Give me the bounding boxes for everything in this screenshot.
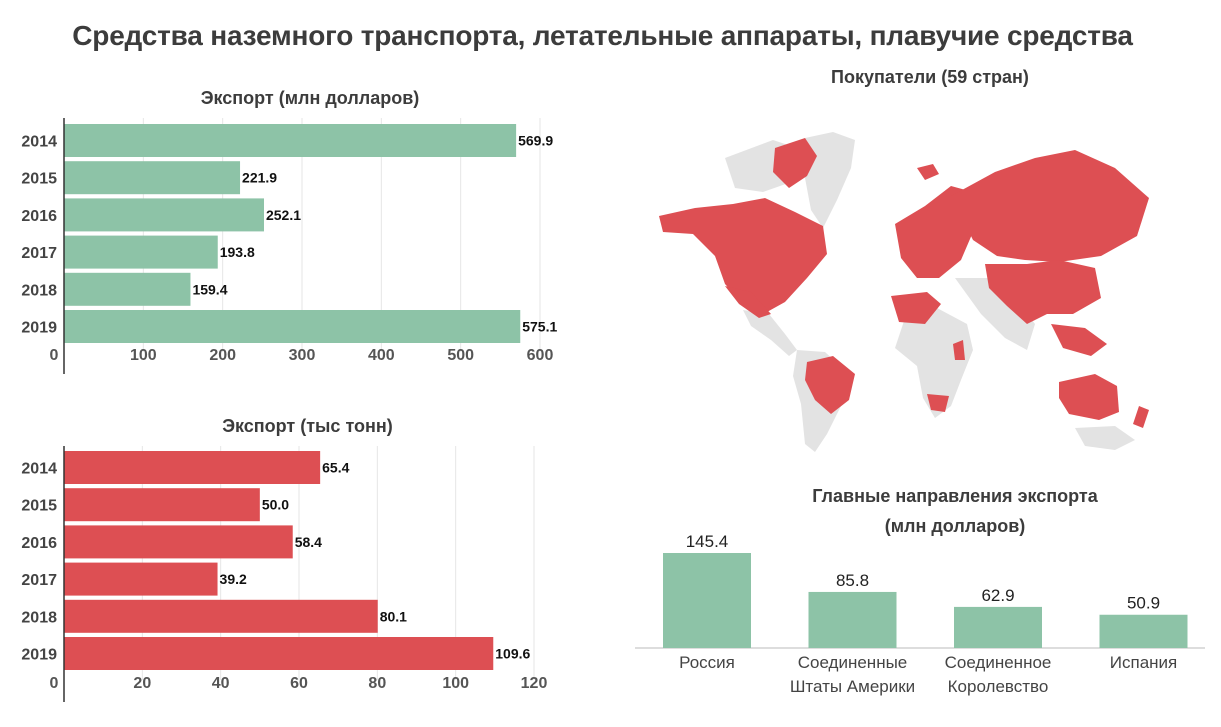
- usd-bar: [64, 310, 521, 343]
- dest-category-label: Королевство: [948, 677, 1049, 696]
- central-america-shape: [743, 310, 797, 356]
- world-map: [655, 128, 1155, 458]
- usd-value-label: 159.4: [192, 281, 227, 297]
- usd-bar: [64, 235, 218, 269]
- usd-x-tick-label: 0: [50, 347, 59, 364]
- southeast-asia-shape: [1051, 324, 1107, 356]
- usd-y-tick-label: 2018: [21, 282, 57, 299]
- africa-gray-shape: [895, 308, 973, 418]
- usd-x-tick-label: 300: [289, 347, 316, 364]
- main-title: Средства наземного транспорта, летательн…: [72, 20, 1133, 51]
- export-tons-title: Экспорт (тыс тонн): [222, 416, 393, 436]
- greenland-shape: [805, 132, 855, 228]
- usd-bar: [64, 272, 191, 306]
- dest-bar: [808, 591, 897, 648]
- usd-y-tick-label: 2019: [21, 320, 57, 337]
- tons-bar: [64, 599, 378, 633]
- tons-value-label: 109.6: [495, 646, 530, 662]
- usd-bar: [64, 124, 517, 157]
- usd-bar: [64, 198, 264, 232]
- dest-category-label: Штаты Америки: [790, 677, 915, 696]
- usd-x-tick-label: 600: [527, 347, 554, 364]
- brazil-shape: [805, 356, 855, 414]
- usd-bar: [64, 161, 241, 195]
- dest-bar: [663, 553, 751, 648]
- russia-asia-shape: [951, 150, 1149, 262]
- usd-y-tick-label: 2016: [21, 208, 57, 225]
- tons-x-tick-label: 60: [290, 675, 308, 692]
- usd-x-tick-label: 200: [209, 347, 236, 364]
- dest-category-label: Соединенные: [798, 653, 908, 672]
- usd-y-tick-label: 2017: [21, 245, 57, 262]
- dest-bar: [954, 606, 1042, 648]
- tons-value-label: 80.1: [380, 608, 407, 624]
- dest-value-label: 50.9: [1127, 594, 1160, 613]
- iceland-shape: [917, 164, 939, 180]
- usd-x-tick-label: 500: [447, 347, 474, 364]
- tons-value-label: 58.4: [295, 534, 322, 550]
- tons-x-tick-label: 0: [50, 675, 59, 692]
- dest-value-label: 85.8: [836, 571, 869, 590]
- tons-x-tick-label: 40: [212, 675, 230, 692]
- dest-category-label: Соединенное: [945, 653, 1052, 672]
- asia-gray-shape: [955, 278, 1035, 350]
- tons-bar: [64, 525, 293, 559]
- dest-value-label: 145.4: [686, 532, 729, 551]
- east-africa-shape: [953, 340, 965, 360]
- tons-x-tick-label: 80: [368, 675, 386, 692]
- usd-value-label: 569.9: [518, 133, 553, 149]
- usd-x-tick-label: 400: [368, 347, 395, 364]
- map-title: Покупатели (59 стран): [831, 67, 1029, 87]
- usd-y-tick-label: 2015: [21, 171, 57, 188]
- north-africa-shape: [891, 292, 941, 324]
- tons-y-tick-label: 2016: [21, 535, 57, 552]
- tons-y-tick-label: 2019: [21, 647, 57, 664]
- tons-y-tick-label: 2015: [21, 498, 57, 515]
- usd-y-tick-label: 2014: [21, 134, 57, 151]
- australia-shape: [1059, 374, 1119, 420]
- antarctic-gray-shape: [1075, 426, 1135, 450]
- dest-bar: [1099, 614, 1188, 648]
- tons-x-tick-label: 120: [521, 675, 548, 692]
- tons-value-label: 50.0: [262, 497, 289, 513]
- north-america-shape: [659, 198, 827, 312]
- dest-value-label: 62.9: [981, 586, 1014, 605]
- canada-islands-shape: [773, 138, 817, 188]
- tons-x-tick-label: 20: [133, 675, 151, 692]
- mexico-shape: [725, 286, 771, 318]
- tons-bar: [64, 562, 218, 596]
- usd-value-label: 575.1: [522, 319, 557, 335]
- tons-bar: [64, 488, 260, 522]
- new-zealand-shape: [1133, 406, 1149, 428]
- export-usd-title: Экспорт (млн долларов): [200, 88, 420, 108]
- tons-x-tick-label: 100: [442, 675, 469, 692]
- usd-value-label: 252.1: [266, 207, 301, 223]
- tons-value-label: 65.4: [322, 460, 349, 476]
- top-destinations-title-line2: (млн долларов): [884, 516, 1026, 536]
- top-destinations-title-line1: Главные направления экспорта: [812, 486, 1098, 506]
- tons-y-tick-label: 2018: [21, 609, 57, 626]
- usd-value-label: 193.8: [220, 244, 255, 260]
- tons-y-tick-label: 2014: [21, 461, 57, 478]
- tons-y-tick-label: 2017: [21, 572, 57, 589]
- tons-value-label: 39.2: [220, 571, 247, 587]
- tons-bar: [64, 451, 321, 484]
- dest-category-label: Испания: [1110, 653, 1177, 672]
- south-africa-shape: [927, 394, 949, 412]
- usd-x-tick-label: 100: [130, 347, 157, 364]
- dest-category-label: Россия: [679, 653, 735, 672]
- usd-value-label: 221.9: [242, 170, 277, 186]
- tons-bar: [64, 637, 494, 670]
- europe-shape: [895, 186, 973, 278]
- china-middle-east-shape: [985, 260, 1101, 324]
